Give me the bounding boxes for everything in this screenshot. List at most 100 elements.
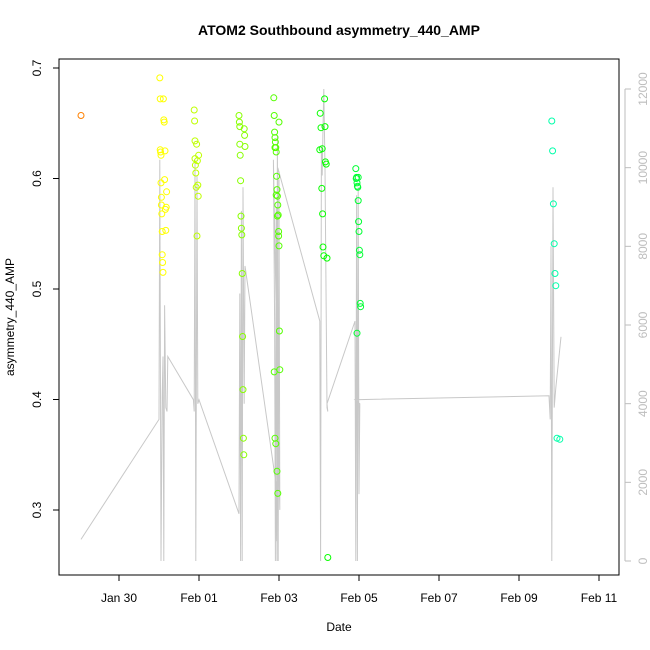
x-tick-label: Feb 01: [180, 591, 218, 605]
data-point: [355, 246, 363, 254]
data-point: [162, 226, 170, 234]
data-point: [77, 112, 85, 119]
data-point: [159, 95, 167, 103]
y2-tick-label: 4000: [636, 390, 650, 417]
y-axis: 0.3 0.4 0.5 0.6 0.7: [30, 59, 59, 518]
y2-tick-label: 8000: [636, 233, 650, 260]
data-point: [552, 282, 560, 290]
data-point: [270, 112, 278, 119]
y2-tick-label: 6000: [636, 311, 650, 338]
data-point: [550, 240, 558, 248]
data-point: [238, 231, 246, 239]
data-point: [355, 228, 363, 235]
x-tick-label: Feb 03: [260, 591, 298, 605]
data-point: [239, 386, 247, 394]
data-point: [159, 259, 167, 266]
x-axis: Jan 30 Feb 01 Feb 03 Feb 05 Feb 07 Feb 09 Feb …: [101, 575, 618, 605]
data-point: [194, 192, 202, 200]
data-point: [195, 151, 203, 159]
secondary-line: [80, 88, 562, 562]
data-point: [240, 451, 248, 459]
data-point: [318, 145, 326, 153]
data-point: [273, 212, 281, 220]
data-point: [352, 165, 360, 173]
data-point: [321, 95, 329, 103]
data-point: [239, 333, 247, 340]
y-tick-label: 0.7: [30, 59, 44, 76]
data-point: [272, 191, 280, 199]
y2-tick-label: 12000: [636, 72, 650, 106]
data-point: [272, 440, 280, 448]
x-tick-label: Feb 11: [581, 591, 618, 605]
data-point: [193, 140, 201, 148]
data-point: [354, 173, 362, 181]
data-point: [548, 117, 556, 125]
data-point: [275, 242, 283, 250]
y-axis-label: asymmetry_440_AMP: [3, 258, 17, 376]
y2-tick-label: 10000: [636, 151, 650, 185]
x-axis-label: Date: [326, 620, 352, 634]
data-point: [236, 123, 244, 131]
data-point: [156, 74, 164, 82]
data-point: [191, 161, 199, 169]
data-point: [241, 131, 249, 139]
data-point: [321, 123, 329, 131]
data-point: [270, 94, 278, 102]
y2-axis: 0 2000 4000 6000 8000 10000 12000: [624, 72, 650, 564]
y-tick-label: 0.3: [30, 501, 44, 518]
data-point: [319, 210, 327, 218]
x-tick-label: Jan 30: [101, 591, 137, 605]
data-point: [316, 109, 324, 117]
data-point: [193, 232, 201, 240]
data-point: [156, 95, 164, 103]
data-point: [274, 201, 282, 209]
data-point: [241, 143, 249, 150]
secondary-line-series: [80, 88, 562, 562]
data-point: [157, 179, 165, 187]
data-point: [191, 117, 199, 125]
data-point: [323, 254, 331, 262]
data-point: [191, 137, 199, 145]
plot-area: [58, 58, 620, 576]
x-tick-label: Feb 05: [340, 591, 378, 605]
scatter-points: [77, 74, 564, 561]
data-point: [273, 192, 281, 200]
chart-title: ATOM2 Southbound asymmetry_440_AMP: [198, 22, 480, 38]
y-tick-label: 0.5: [30, 280, 44, 297]
data-point: [354, 197, 362, 205]
data-point: [192, 169, 200, 177]
data-point: [270, 368, 278, 376]
data-point: [161, 176, 169, 184]
y2-tick-label: 0: [636, 557, 650, 564]
y-tick-label: 0.4: [30, 391, 44, 408]
data-point: [157, 151, 165, 159]
data-point: [161, 147, 169, 155]
data-point: [556, 435, 564, 443]
data-point: [272, 148, 280, 156]
data-point: [238, 270, 246, 277]
data-point: [235, 118, 243, 126]
data-point: [273, 172, 281, 180]
data-point: [190, 106, 198, 114]
data-point: [275, 228, 283, 235]
data-point: [157, 148, 165, 156]
data-point: [158, 210, 166, 218]
data-point: [160, 118, 168, 126]
data-point: [274, 211, 282, 219]
data-point: [273, 467, 281, 475]
data-point: [163, 188, 171, 196]
data-point: [159, 268, 167, 276]
y-tick-label: 0.6: [30, 170, 44, 187]
data-point: [356, 299, 364, 307]
data-point: [354, 183, 362, 191]
data-point: [322, 160, 330, 168]
y2-tick-label: 2000: [636, 469, 650, 496]
data-point: [237, 224, 245, 232]
data-point: [356, 251, 364, 259]
x-tick-label: Feb 09: [500, 591, 538, 605]
data-point: [237, 177, 245, 185]
data-point: [158, 251, 166, 259]
data-point: [236, 151, 244, 159]
data-point: [194, 181, 202, 189]
